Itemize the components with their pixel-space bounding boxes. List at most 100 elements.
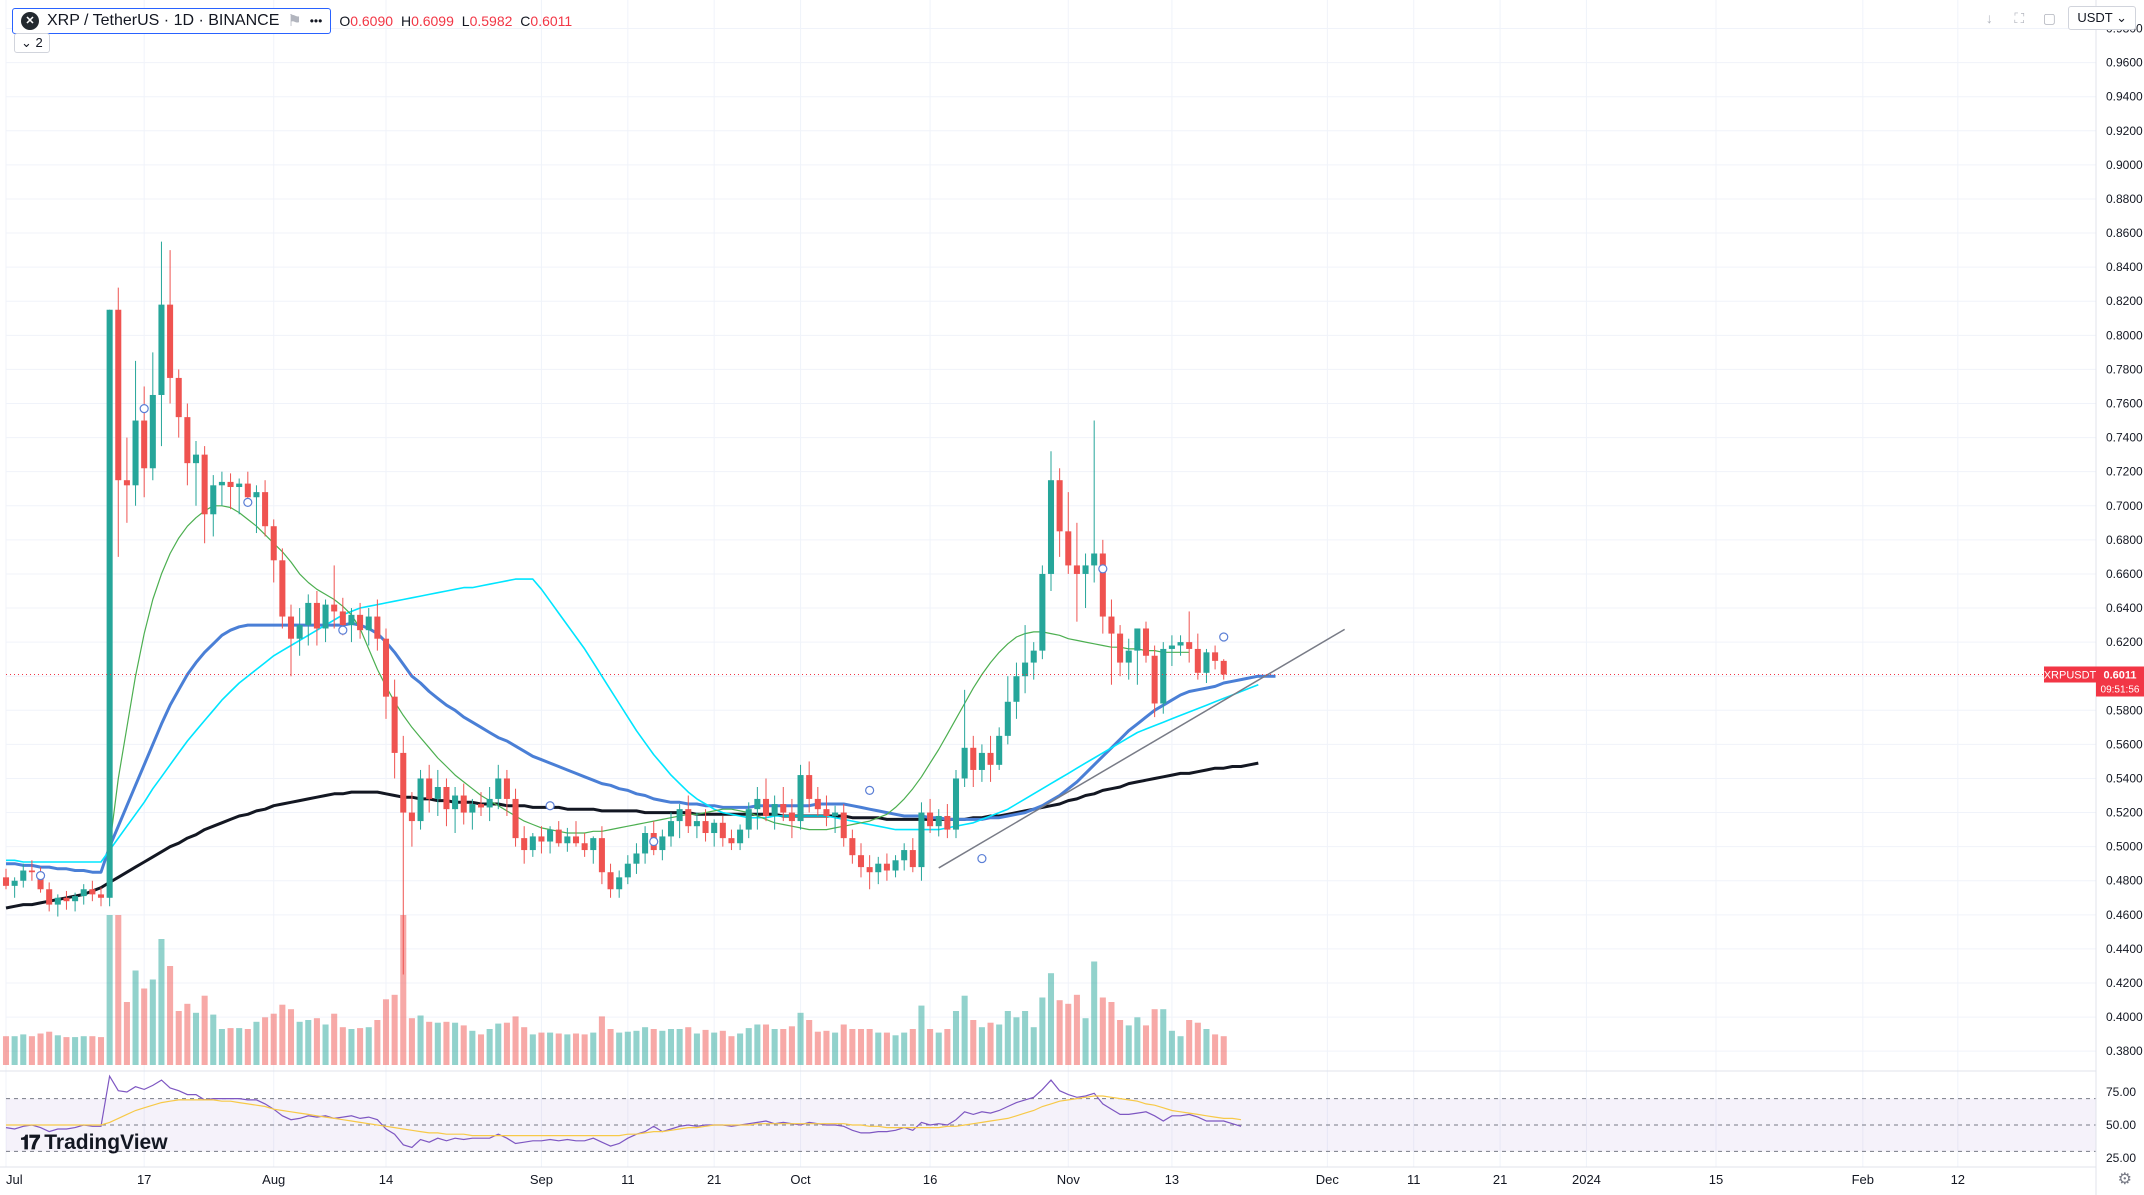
candle-body xyxy=(305,602,312,626)
volume-bar xyxy=(1030,1027,1037,1065)
y-tick-label: 0.4000 xyxy=(2106,1010,2143,1024)
time-axis[interactable]: Jul 17 Aug 14 Sep 11 21 Oct 16 Nov 13 Dec 11 21 2024 15… xyxy=(0,1166,2096,1187)
candle-body xyxy=(987,752,994,765)
volume-bar xyxy=(1108,1002,1115,1065)
y-tick-label: 0.4600 xyxy=(2106,908,2143,922)
y-tick-label: 0.5400 xyxy=(2106,771,2143,785)
x-tick-label: 12 xyxy=(1951,1172,1965,1187)
candle-body xyxy=(417,778,424,822)
tradingview-logo: 𝟏𝟕 TradingView xyxy=(20,1131,168,1155)
candle-body xyxy=(1065,531,1072,566)
y-tick-label: 0.8000 xyxy=(2106,328,2143,342)
volume-bar xyxy=(866,1029,873,1065)
price-axis[interactable]: 0.98000.96000.94000.92000.90000.88000.86… xyxy=(2095,0,2143,1195)
currency-select[interactable]: USDT ⌄ xyxy=(2068,6,2136,30)
volume-bar xyxy=(650,1029,657,1065)
volume-bar xyxy=(374,1020,381,1065)
candle-body xyxy=(659,836,666,851)
settings-gear-icon[interactable]: ⚙ xyxy=(2117,1171,2132,1188)
candle-body xyxy=(685,809,692,827)
candle-body xyxy=(28,870,35,873)
rsi-ma-line xyxy=(6,1095,1242,1137)
candle-body xyxy=(1108,616,1115,634)
candle-body xyxy=(54,897,61,905)
candle-body xyxy=(667,821,675,837)
candle-body xyxy=(788,812,795,822)
volume-bar xyxy=(132,970,139,1065)
flag-icon[interactable]: ⚑ xyxy=(287,13,302,30)
event-marker-icon xyxy=(545,801,555,811)
candle-body xyxy=(400,752,407,813)
trendline-drawing[interactable] xyxy=(938,628,1346,869)
volume-bars xyxy=(2,915,1227,1065)
candle-body xyxy=(806,775,813,799)
candle-body xyxy=(624,863,631,878)
y-tick-label: 0.7000 xyxy=(2106,499,2143,513)
volume-bar xyxy=(823,1030,830,1065)
arrow-down-icon[interactable]: ↓ xyxy=(1985,10,1993,26)
volume-bar xyxy=(63,1037,70,1065)
candle-body xyxy=(581,843,588,851)
volume-bar xyxy=(434,1022,441,1065)
volume-bar xyxy=(1091,961,1098,1065)
symbol-selector[interactable]: ✕ XRP / TetherUS · 1D · BINANCE ⚑ ••• xyxy=(12,8,332,34)
candle-body xyxy=(737,829,744,844)
volume-bar xyxy=(1056,1000,1063,1065)
indicators-toggle[interactable]: ⌄ 2 xyxy=(14,33,50,53)
volume-bar xyxy=(1168,1030,1175,1065)
candle-body xyxy=(382,638,390,697)
candle-body xyxy=(322,604,329,629)
candle-body xyxy=(676,809,683,822)
volume-bar xyxy=(806,1020,813,1065)
moving-average-lines xyxy=(5,505,1276,910)
low-value: 0.5982 xyxy=(469,13,513,29)
volume-bar xyxy=(503,1022,510,1065)
candle-body xyxy=(1056,480,1063,532)
y-tick-label: 0.6800 xyxy=(2106,533,2143,547)
volume-bar xyxy=(486,1029,493,1065)
window-icon[interactable]: ▢ xyxy=(2042,9,2056,26)
volume-bar xyxy=(192,1012,200,1065)
symbol-legend: ✕ XRP / TetherUS · 1D · BINANCE ⚑ ••• O0… xyxy=(12,8,576,34)
volume-bar xyxy=(737,1033,744,1065)
y-tick-label: 0.6600 xyxy=(2106,567,2143,581)
x-tick-label: 11 xyxy=(621,1172,635,1187)
candle-body xyxy=(555,829,562,844)
candle-body xyxy=(797,775,804,822)
x-tick-label: Jul xyxy=(6,1172,23,1187)
volume-bar xyxy=(89,1036,96,1065)
volume-bar xyxy=(1186,1020,1193,1065)
candle-body xyxy=(823,809,830,816)
more-options-icon[interactable]: ••• xyxy=(309,14,323,28)
candle-body xyxy=(37,872,44,890)
tradingview-logo-icon: 𝟏𝟕 xyxy=(20,1131,40,1154)
volume-bar xyxy=(1220,1036,1227,1065)
volume-bar xyxy=(313,1018,320,1065)
y-tick-label: 0.5800 xyxy=(2106,703,2143,717)
volume-bar xyxy=(167,966,174,1065)
volume-bar xyxy=(728,1036,735,1065)
candle-body xyxy=(978,752,985,770)
x-tick-label: Oct xyxy=(790,1172,811,1187)
event-markers xyxy=(35,404,1229,881)
candle-body xyxy=(642,833,649,854)
candle-body xyxy=(745,809,752,830)
fullscreen-icon[interactable]: ⛶ xyxy=(2014,9,2025,26)
volume-bar xyxy=(495,1023,502,1065)
x-tick-label: 16 xyxy=(923,1172,937,1187)
volume-bar xyxy=(97,1037,105,1065)
volume-bar xyxy=(270,1013,277,1065)
volume-bar xyxy=(633,1030,640,1065)
volume-bar xyxy=(909,1029,916,1065)
candle-body xyxy=(89,889,96,895)
candle-body xyxy=(840,812,847,839)
volume-bar xyxy=(400,915,407,1065)
volume-bar xyxy=(149,979,156,1065)
x-tick-label: Dec xyxy=(1316,1172,1340,1187)
volume-bar xyxy=(28,1036,35,1065)
close-value: 0.6011 xyxy=(530,13,573,29)
candle-body xyxy=(408,812,415,822)
candle-body xyxy=(20,870,27,881)
y-tick-label: 0.5000 xyxy=(2106,840,2143,854)
